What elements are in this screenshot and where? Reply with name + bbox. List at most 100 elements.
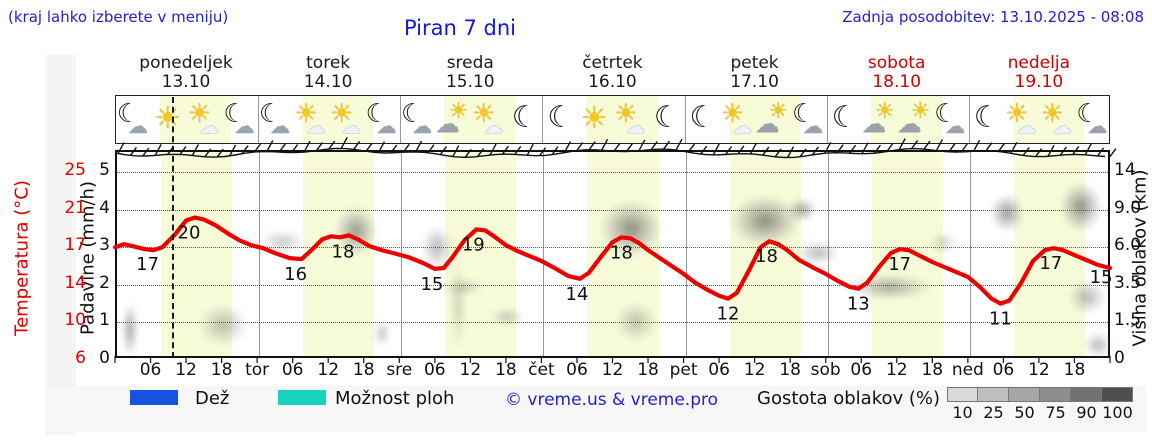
moon-glyph: ☾ xyxy=(831,100,859,135)
sun-cloud-icon: ☀ ☁ xyxy=(470,100,508,142)
daylight-band xyxy=(871,152,943,356)
day-name: sobota xyxy=(867,53,926,73)
moon-glyph: ☾ xyxy=(689,100,717,135)
last-update-text: Zadnja posodobitev: 13.10.2025 - 08:08 xyxy=(842,8,1144,26)
day-header-četrtek: četrtek 16.10 xyxy=(541,54,683,92)
x-tick-label: 06 xyxy=(708,360,730,380)
x-tick-label: 12 xyxy=(1028,360,1050,380)
day-separator xyxy=(684,96,686,143)
figure-margin-left xyxy=(46,55,76,435)
temperature-tick: 21 xyxy=(64,197,86,218)
day-name: torek xyxy=(306,53,351,73)
moon-icon: ☾ xyxy=(683,100,721,142)
day-name: sreda xyxy=(446,53,494,73)
location-hint: (kraj lahko izberete v meniju) xyxy=(8,8,229,26)
cloud-sun-icon: ☀ ☁ xyxy=(897,100,935,142)
showers-legend-swatch xyxy=(278,390,326,405)
precip-gridline-5 xyxy=(117,172,1108,173)
cloud-blob xyxy=(1060,182,1102,232)
cloud-blob xyxy=(335,206,377,256)
moon-glyph: ☾ xyxy=(1076,99,1100,129)
x-tick-label: 18 xyxy=(495,360,517,380)
cloud-glyph: ☁ xyxy=(435,110,460,138)
precip-gridline-2 xyxy=(117,284,1108,286)
moon-cloud-icon: ☾ ☁ xyxy=(115,100,153,142)
copyright-link[interactable]: © vreme.us & vreme.pro xyxy=(505,390,719,410)
x-tick-label: tor xyxy=(245,360,270,380)
x-tick-label: 06 xyxy=(992,360,1015,380)
cloud-blob xyxy=(1084,332,1112,358)
moon-glyph: ☾ xyxy=(116,99,141,129)
cloud-glyph: ☁ xyxy=(412,114,433,138)
cloud-blob xyxy=(614,302,658,342)
x-tick-label: 18 xyxy=(637,360,659,380)
precipitation-tick: 4 xyxy=(99,197,110,218)
cloud-blob xyxy=(450,260,466,352)
cloud-glyph: ☁ xyxy=(127,114,148,138)
density-tick-label: 75 xyxy=(1045,403,1066,422)
moon-glyph: ☾ xyxy=(791,99,816,129)
day-date: 16.10 xyxy=(588,72,637,92)
moon-icon: ☾ xyxy=(541,100,579,142)
sun-glyph: ☀ xyxy=(154,101,182,136)
forecast-plot-area xyxy=(115,150,1112,358)
cloud-blob xyxy=(198,304,248,346)
sun-cloud-icon: ☀ ☁ xyxy=(612,100,650,142)
cloud-blob xyxy=(489,308,525,326)
sun-cloud-icon: ☀ ☁ xyxy=(186,100,224,142)
density-tick-label: 90 xyxy=(1076,403,1097,422)
daylight-band xyxy=(870,96,942,143)
x-tick-label: 12 xyxy=(459,360,482,380)
precipitation-tick: 1 xyxy=(99,310,110,331)
day-date: 17.10 xyxy=(730,72,779,92)
cloud-blob xyxy=(260,230,305,254)
moon-glyph: ☾ xyxy=(365,99,389,129)
day-separator xyxy=(826,96,828,143)
sun-glyph: ☀ xyxy=(294,99,318,129)
x-tick-label: 06 xyxy=(566,360,588,380)
x-tick-label: sob xyxy=(810,360,841,380)
moon-cloud-icon: ☾ ☁ xyxy=(257,100,295,142)
cloud-density-label: Gostota oblakov (%) xyxy=(757,388,941,409)
density-swatch-50 xyxy=(1009,387,1040,402)
moon-glyph: ☾ xyxy=(973,100,1001,135)
day-separator xyxy=(543,152,545,356)
cloud-height-tick: 6.0 xyxy=(1114,235,1142,256)
density-tick-label: 10 xyxy=(952,403,973,422)
x-tick-label: ned xyxy=(951,360,984,380)
temperature-tick: 14 xyxy=(64,272,86,293)
precipitation-tick: 3 xyxy=(99,235,110,256)
density-tick-label: 100 xyxy=(1102,403,1133,422)
moon-icon: ☾ xyxy=(648,100,686,142)
daylight-band xyxy=(729,152,801,356)
sun-glyph: ☀ xyxy=(1005,99,1029,129)
day-separator xyxy=(259,152,261,356)
cloud-height-tick: 3.5 xyxy=(1114,272,1142,293)
cloud-glyph: ☁ xyxy=(862,110,887,138)
x-tick-label: 12 xyxy=(317,360,340,380)
moon-cloud-icon: ☾ ☁ xyxy=(399,100,437,142)
cloud-glyph: ☁ xyxy=(483,114,504,138)
moon-icon: ☾ xyxy=(825,100,863,142)
cloud-glyph: ☁ xyxy=(897,110,922,138)
moon-cloud-icon: ☾ ☁ xyxy=(790,100,828,142)
temperature-axis-label: Temperatura (°C) xyxy=(11,180,33,336)
sun-glyph: ☀ xyxy=(720,99,745,129)
daylight-band xyxy=(160,96,232,143)
sun-glyph: ☀ xyxy=(875,99,895,124)
density-tick-label: 50 xyxy=(1014,403,1035,422)
cloud-glyph: ☁ xyxy=(269,114,290,138)
temperature-tick: 6 xyxy=(75,348,86,368)
daylight-band xyxy=(1012,96,1084,143)
moon-glyph: ☾ xyxy=(511,100,539,135)
cloud-blob xyxy=(845,274,933,300)
cloud-sun-icon: ☀ ☁ xyxy=(435,100,473,142)
cloud-sun-icon: ☀ ☁ xyxy=(754,100,792,142)
daylight-band xyxy=(444,96,516,143)
day-separator xyxy=(400,96,402,143)
day-date: 15.10 xyxy=(445,72,495,92)
daylight-band xyxy=(302,96,374,143)
cloud-blob xyxy=(797,242,839,264)
x-tick-label: 06 xyxy=(139,360,162,380)
moon-glyph: ☾ xyxy=(934,99,958,129)
